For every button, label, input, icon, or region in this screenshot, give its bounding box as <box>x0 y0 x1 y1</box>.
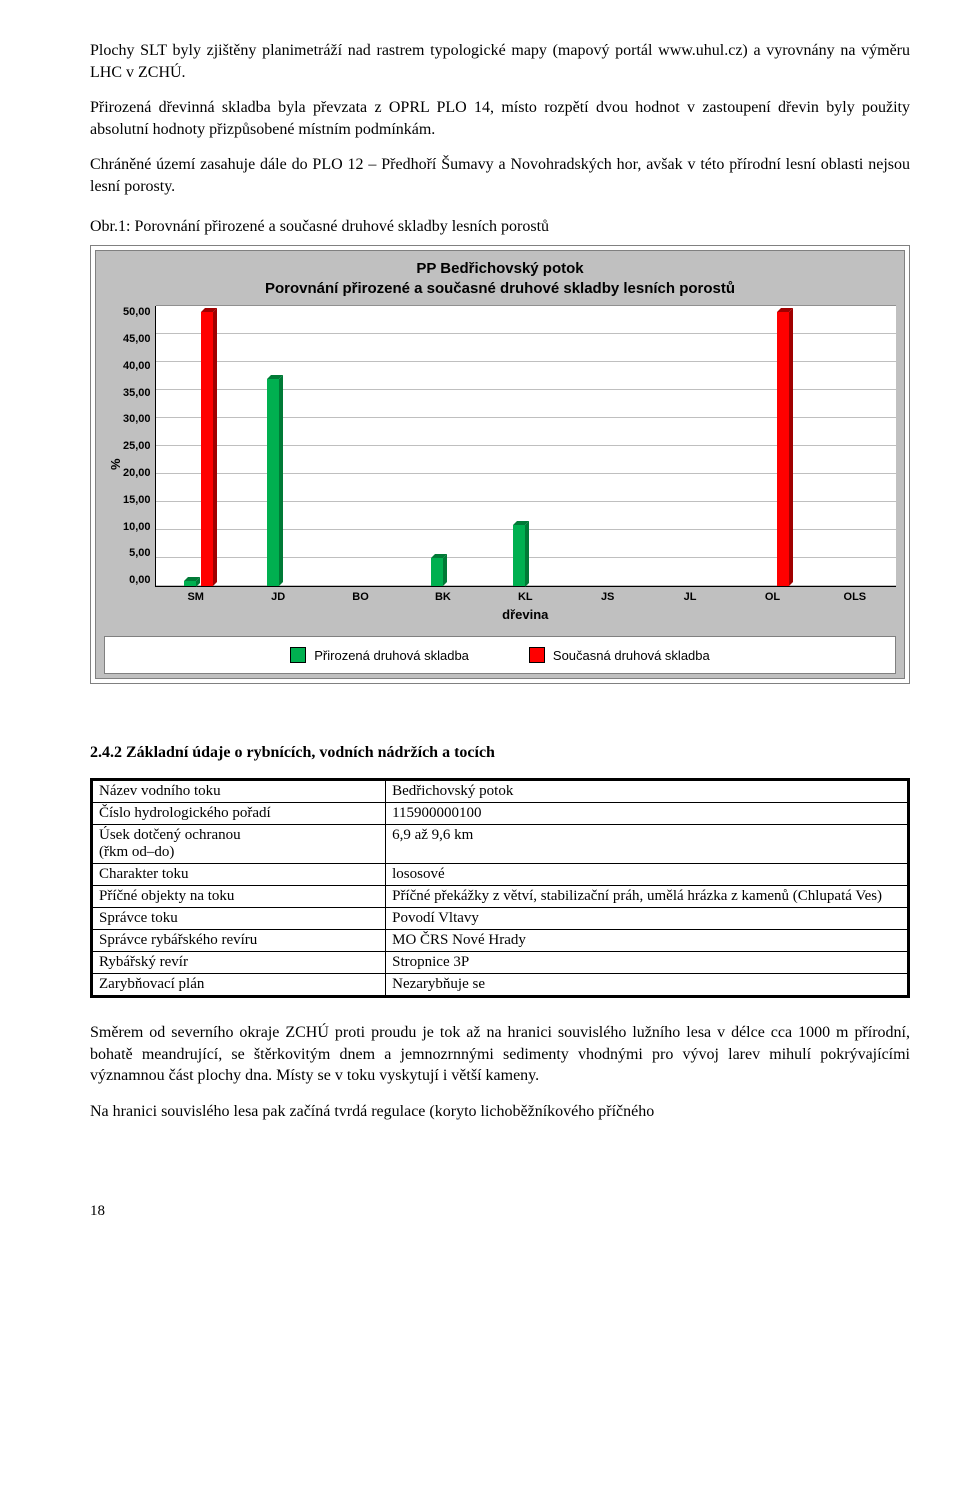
x-axis-label: dřevina <box>155 607 896 622</box>
table-cell-value: 115900000100 <box>386 803 909 825</box>
table-row: Příčné objekty na tokuPříčné překážky z … <box>92 886 909 908</box>
x-tick: JS <box>566 587 648 603</box>
chart-legend: Přirozená druhová skladba Současná druhov… <box>104 636 896 674</box>
table-cell-value: Bedřichovský potok <box>386 780 909 803</box>
legend-item: Přirozená druhová skladba <box>290 647 469 663</box>
x-tick: OL <box>731 587 813 603</box>
legend-item: Současná druhová skladba <box>529 647 710 663</box>
chart-container: PP Bedřichovský potok Porovnání přirozen… <box>90 245 910 684</box>
chart-plot-area <box>155 306 896 587</box>
table-cell-value: 6,9 až 9,6 km <box>386 825 909 864</box>
table-cell-value: lososové <box>386 864 909 886</box>
table-row: Zarybňovací plánNezarybňuje se <box>92 974 909 997</box>
chart-bar <box>777 312 789 586</box>
chart-bar <box>201 312 213 586</box>
x-tick: BO <box>319 587 401 603</box>
table-cell-label: Číslo hydrologického pořadí <box>92 803 386 825</box>
table-cell-label: Charakter toku <box>92 864 386 886</box>
table-cell-value: Nezarybňuje se <box>386 974 909 997</box>
x-tick: KL <box>484 587 566 603</box>
chart-bar <box>184 581 196 587</box>
y-axis-label: % <box>104 306 123 622</box>
y-tick: 25,00 <box>123 440 151 452</box>
y-tick: 30,00 <box>123 413 151 425</box>
y-tick: 15,00 <box>123 494 151 506</box>
chart-title-line2: Porovnání přirozené a současné druhové s… <box>265 280 735 297</box>
table-row: Rybářský revírStropnice 3P <box>92 952 909 974</box>
page-number: 18 <box>90 1203 910 1220</box>
paragraph-2: Přirozená dřevinná skladba byla převzata… <box>90 97 910 140</box>
y-tick: 35,00 <box>123 387 151 399</box>
table-cell-value: Stropnice 3P <box>386 952 909 974</box>
paragraph-3: Chráněné území zasahuje dále do PLO 12 –… <box>90 154 910 197</box>
table-row: Název vodního tokuBedřichovský potok <box>92 780 909 803</box>
x-tick: JD <box>237 587 319 603</box>
table-row: Správce tokuPovodí Vltavy <box>92 908 909 930</box>
table-cell-label: Správce rybářského revíru <box>92 930 386 952</box>
y-tick: 0,00 <box>129 574 150 586</box>
y-tick: 10,00 <box>123 521 151 533</box>
table-cell-value: Příčné překážky z větví, stabilizační pr… <box>386 886 909 908</box>
y-tick: 50,00 <box>123 306 151 318</box>
x-tick: JL <box>649 587 731 603</box>
chart-bar <box>513 525 525 587</box>
table-row: Správce rybářského revíruMO ČRS Nové Hra… <box>92 930 909 952</box>
table-row: Číslo hydrologického pořadí115900000100 <box>92 803 909 825</box>
legend-label: Přirozená druhová skladba <box>314 648 469 663</box>
legend-swatch <box>529 647 545 663</box>
table-cell-label: Příčné objekty na toku <box>92 886 386 908</box>
section-heading: 2.4.2 Základní údaje o rybnících, vodníc… <box>90 744 910 762</box>
chart-bar <box>267 379 279 586</box>
y-tick: 45,00 <box>123 333 151 345</box>
table-cell-label: Úsek dotčený ochranou (řkm od–do) <box>92 825 386 864</box>
figure-caption: Obr.1: Porovnání přirozené a současné dr… <box>90 216 910 238</box>
chart-title-line1: PP Bedřichovský potok <box>416 260 583 277</box>
x-tick: BK <box>402 587 484 603</box>
x-tick: SM <box>155 587 237 603</box>
y-tick: 5,00 <box>129 547 150 559</box>
table-cell-label: Rybářský revír <box>92 952 386 974</box>
legend-label: Současná druhová skladba <box>553 648 710 663</box>
y-tick: 40,00 <box>123 360 151 372</box>
water-body-table: Název vodního tokuBedřichovský potokČísl… <box>90 778 910 998</box>
x-axis-ticks: SMJDBOBKKLJSJLOLOLS <box>155 587 896 603</box>
paragraph-5: Na hranici souvislého lesa pak začíná tv… <box>90 1101 910 1123</box>
paragraph-4: Směrem od severního okraje ZCHÚ proti pr… <box>90 1022 910 1087</box>
table-row: Úsek dotčený ochranou (řkm od–do)6,9 až … <box>92 825 909 864</box>
table-cell-value: MO ČRS Nové Hrady <box>386 930 909 952</box>
table-cell-label: Správce toku <box>92 908 386 930</box>
legend-swatch <box>290 647 306 663</box>
y-axis-ticks: 50,00 45,00 40,00 35,00 30,00 25,00 20,00 15,00… <box>123 306 155 586</box>
paragraph-1: Plochy SLT byly zjištěny planimetráží na… <box>90 40 910 83</box>
y-tick: 20,00 <box>123 467 151 479</box>
table-cell-label: Název vodního toku <box>92 780 386 803</box>
chart-title: PP Bedřichovský potok Porovnání přirozen… <box>104 259 896 298</box>
table-row: Charakter tokulososové <box>92 864 909 886</box>
x-tick: OLS <box>814 587 896 603</box>
table-cell-label: Zarybňovací plán <box>92 974 386 997</box>
chart-bar <box>431 558 443 586</box>
table-cell-value: Povodí Vltavy <box>386 908 909 930</box>
